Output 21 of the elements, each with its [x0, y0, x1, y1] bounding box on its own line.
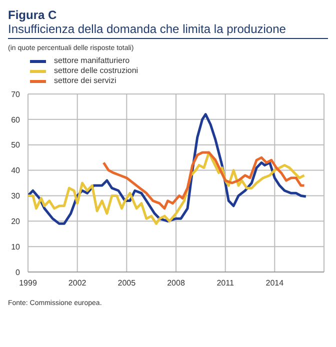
x-tick-label: 2014: [266, 278, 284, 288]
line-series: [102, 151, 306, 210]
y-tick-label: 60: [11, 115, 21, 124]
legend-label: settore delle costruzioni: [54, 66, 138, 76]
chart-subtitle: Insufficienza della domanda che limita la produzione: [8, 22, 328, 39]
y-tick-label: 50: [11, 140, 21, 150]
x-tick-label: 2011: [216, 278, 234, 288]
y-tick-label: 40: [11, 166, 21, 176]
y-tick-label: 0: [16, 268, 21, 277]
line-series: [28, 151, 306, 225]
y-tick-label: 70: [11, 90, 21, 99]
legend-label: settore manifatturiero: [54, 56, 130, 66]
legend-label: settore dei servizi: [54, 76, 116, 86]
x-tick-label: 1999: [19, 278, 38, 288]
x-tick-label: 2002: [68, 278, 87, 288]
x-tick-label: 2005: [118, 278, 136, 288]
y-tick-label: 10: [11, 242, 21, 252]
x-tick-label: 2008: [167, 278, 186, 288]
chart-title: Figura C: [8, 8, 58, 22]
y-tick-label: 30: [11, 192, 21, 201]
y-tick-label: 20: [11, 216, 21, 226]
